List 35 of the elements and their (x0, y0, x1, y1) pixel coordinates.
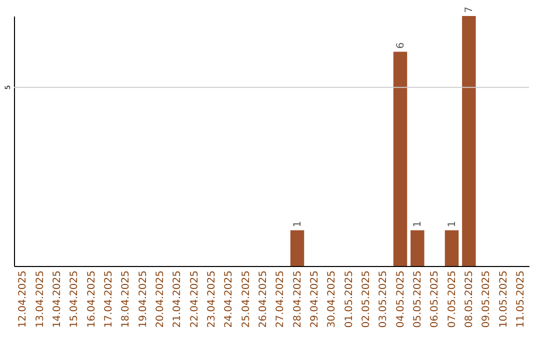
x-tick-label: 23.04.2025 (206, 270, 218, 328)
x-tick-label: 04.05.2025 (395, 270, 406, 328)
x-tick-label: 20.04.2025 (154, 270, 166, 328)
x-tick-label: 03.05.2025 (378, 270, 390, 328)
x-tick-label: 18.04.2025 (120, 270, 132, 328)
x-tick-label: 14.04.2025 (52, 270, 63, 328)
x-tick-label: 17.04.2025 (103, 270, 114, 328)
x-tick-label: 28.04.2025 (292, 270, 304, 328)
data-label: 1 (292, 220, 304, 228)
data-label: 7 (464, 6, 475, 13)
x-tick-label: 24.04.2025 (224, 270, 235, 328)
x-tick-label: 16.04.2025 (86, 270, 98, 328)
data-label: 1 (446, 220, 458, 228)
x-tick-label: 22.04.2025 (189, 270, 200, 328)
x-tick-label: 26.04.2025 (258, 270, 269, 328)
x-tick-label: 21.04.2025 (172, 270, 184, 328)
x-tick-label: 07.05.2025 (446, 270, 458, 328)
x-tick-label: 06.05.2025 (430, 270, 441, 328)
x-tick-label: 25.04.2025 (240, 270, 252, 328)
x-tick-label: 11.05.2025 (515, 270, 526, 328)
data-label: 1 (412, 220, 424, 228)
x-tick-label: 13.04.2025 (34, 270, 46, 328)
x-tick-label: 10.05.2025 (498, 270, 510, 328)
x-tick-label: 08.05.2025 (464, 270, 475, 328)
x-tick-label: 05.05.2025 (412, 270, 424, 328)
x-tick-label: 09.05.2025 (481, 270, 492, 328)
x-tick-label: 19.04.2025 (138, 270, 149, 328)
x-tick-label: 15.04.2025 (69, 270, 80, 328)
x-tick-label: 30.04.2025 (326, 270, 338, 328)
x-tick-label: 01.05.2025 (344, 270, 355, 328)
data-label: 6 (395, 42, 406, 49)
x-tick-label: 12.04.2025 (18, 270, 29, 328)
x-tick-label: 02.05.2025 (360, 270, 372, 328)
x-tick-label: 27.04.2025 (275, 270, 286, 328)
x-tick-label: 29.04.2025 (309, 270, 320, 328)
